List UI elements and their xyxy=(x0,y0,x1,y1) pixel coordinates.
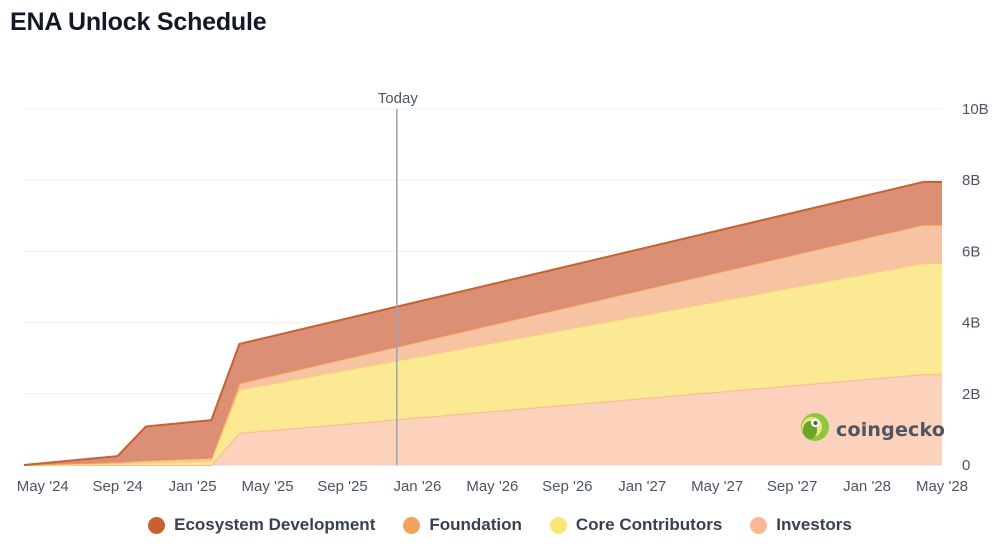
area-investors xyxy=(24,374,942,465)
x-tick-label: Jan '25 xyxy=(169,478,217,495)
x-tick-label: Jan '28 xyxy=(843,478,891,495)
y-tick-label: 0 xyxy=(962,457,970,474)
x-tick-label: Sep '27 xyxy=(767,478,817,495)
gecko-logo-icon xyxy=(800,412,830,447)
x-tick-label: Sep '26 xyxy=(542,478,592,495)
legend-item-investors[interactable]: Investors xyxy=(750,515,852,535)
x-tick-label: Sep '24 xyxy=(92,478,142,495)
legend-item-ecosystem-development[interactable]: Ecosystem Development xyxy=(148,515,375,535)
legend-label-foundation: Foundation xyxy=(429,515,522,534)
x-tick-label: May '25 xyxy=(242,478,294,495)
y-tick-label: 4B xyxy=(962,315,980,332)
x-tick-label: May '27 xyxy=(691,478,743,495)
y-tick-label: 8B xyxy=(962,172,980,189)
axis-layer: 0 2B 4B 6B 8B 10B May '24 Sep '24 Jan '25 May '25… xyxy=(17,101,989,495)
x-tick-label: May '26 xyxy=(466,478,518,495)
legend-swatch-foundation xyxy=(403,516,421,534)
x-tick-label: Jan '26 xyxy=(393,478,441,495)
legend: Ecosystem Development Foundation Core Co… xyxy=(0,515,1000,535)
watermark-text: coingecko xyxy=(836,418,946,441)
x-tick-label: Sep '25 xyxy=(317,478,367,495)
legend-label-investors: Investors xyxy=(776,515,852,534)
legend-swatch-core xyxy=(549,516,567,534)
legend-item-foundation[interactable]: Foundation xyxy=(403,515,522,535)
y-tick-label: 10B xyxy=(962,101,989,118)
area-foundation xyxy=(24,224,942,465)
coingecko-watermark: coingecko xyxy=(800,412,945,447)
legend-label-core: Core Contributors xyxy=(575,515,723,534)
x-tick-label: Jan '27 xyxy=(618,478,666,495)
legend-swatch-ecosystem xyxy=(148,516,166,534)
y-tick-label: 6B xyxy=(962,243,980,260)
area-ecosystem xyxy=(24,181,942,466)
chart-title: ENA Unlock Schedule xyxy=(10,8,267,36)
line-ecosystem xyxy=(23,180,942,466)
legend-swatch-investors xyxy=(750,516,768,534)
area-core xyxy=(24,263,942,465)
area-layer xyxy=(23,180,942,466)
legend-label-ecosystem: Ecosystem Development xyxy=(174,515,376,534)
x-tick-label: May '24 xyxy=(17,478,69,495)
y-tick-label: 2B xyxy=(962,386,980,403)
today-label: Today xyxy=(378,90,419,107)
x-tick-label: May '28 xyxy=(916,478,968,495)
today-layer: Today xyxy=(378,90,419,465)
legend-item-core-contributors[interactable]: Core Contributors xyxy=(549,515,723,535)
